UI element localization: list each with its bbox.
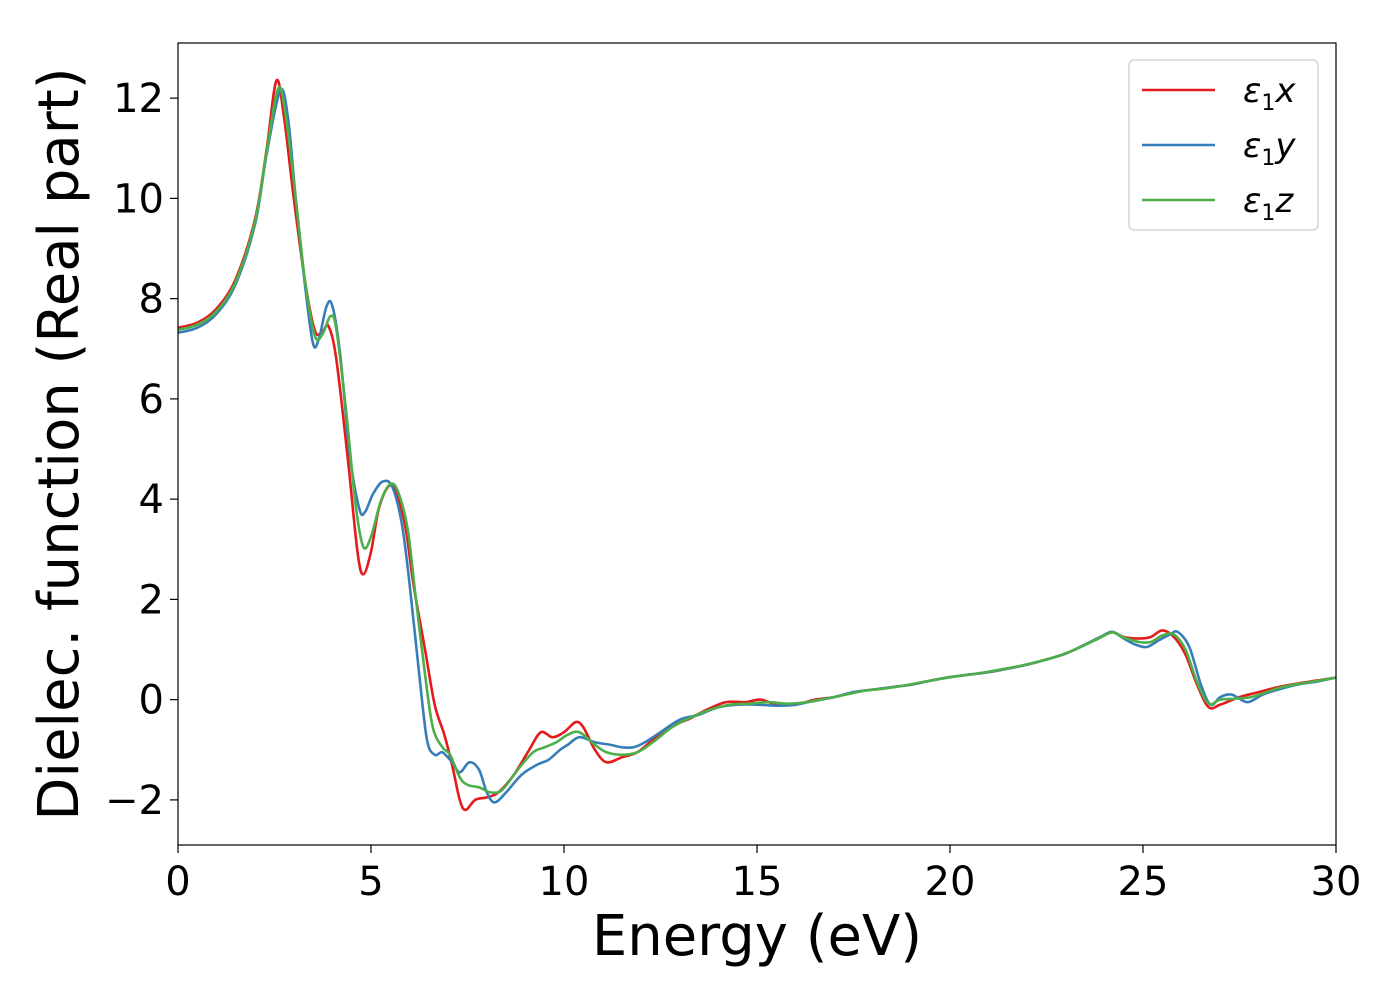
legend-label: ε1y xyxy=(1243,126,1296,171)
y-axis-title: Dielec. function (Real part) xyxy=(27,67,92,820)
x-tick-label: 10 xyxy=(539,859,590,905)
y-tick-label: 8 xyxy=(139,277,164,323)
y-tick-label: 4 xyxy=(139,477,164,523)
legend-label-base: ε xyxy=(1243,71,1261,111)
legend-label-sub: 1 xyxy=(1261,146,1275,171)
series-layer xyxy=(178,78,1336,812)
legend-label-suffix: x xyxy=(1274,71,1296,111)
legend-label-sub: 1 xyxy=(1261,201,1275,226)
y-tick-label: 0 xyxy=(139,678,164,724)
y-tick-label: 2 xyxy=(139,577,164,623)
legend-label-suffix: z xyxy=(1274,181,1294,221)
legend-label-base: ε xyxy=(1243,181,1261,221)
legend-label-sub: 1 xyxy=(1261,91,1275,116)
legend-label-suffix: y xyxy=(1274,126,1296,166)
x-axis-ticks: 0 5 10 15 20 25 30 xyxy=(165,845,1361,905)
x-tick-label: 5 xyxy=(358,859,383,905)
y-tick-label: 6 xyxy=(139,377,164,423)
x-tick-label: 25 xyxy=(1118,859,1169,905)
y-tick-label: −2 xyxy=(105,778,164,824)
legend-box xyxy=(1128,59,1319,231)
y-tick-label: 12 xyxy=(113,76,164,122)
x-tick-label: 20 xyxy=(925,859,976,905)
legend-label: ε1z xyxy=(1243,181,1294,226)
y-axis-ticks: −2 0 2 4 6 8 10 12 xyxy=(105,76,178,824)
x-tick-label: 30 xyxy=(1311,859,1362,905)
legend-label-base: ε xyxy=(1243,126,1261,166)
legend-label: ε1x xyxy=(1243,71,1296,116)
y-tick-label: 10 xyxy=(113,176,164,222)
x-axis-title: Energy (eV) xyxy=(592,904,922,969)
series-line-3 xyxy=(178,85,1336,795)
x-tick-label: 15 xyxy=(732,859,783,905)
x-tick-label: 0 xyxy=(165,859,190,905)
